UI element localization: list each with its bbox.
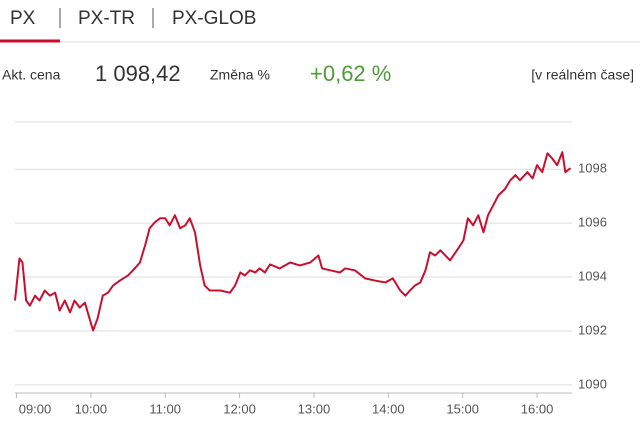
tab[interactable]: PX-TR — [78, 8, 135, 29]
x-tick-label: 10:00 — [75, 401, 108, 416]
x-tick-label: 09:00 — [19, 401, 52, 416]
y-tick-label: 1098 — [578, 161, 607, 176]
y-tick-label: 1096 — [578, 215, 607, 230]
price: 1 098,42 — [95, 61, 181, 86]
y-tick-label: 1090 — [578, 376, 607, 391]
change-label: Změna % — [210, 67, 270, 83]
x-tick-label: 15:00 — [446, 401, 479, 416]
tab[interactable]: PX — [10, 8, 36, 29]
price-line — [14, 151, 572, 332]
x-tick-label: 14:00 — [372, 401, 405, 416]
price-label: Akt. cena — [2, 67, 61, 83]
x-tick-label: 13:00 — [298, 401, 331, 416]
x-tick-label: 12:00 — [223, 401, 256, 416]
y-tick-label: 1092 — [578, 322, 607, 337]
realtime-note: [v reálném čase] — [531, 67, 634, 83]
tab[interactable]: PX-GLOB — [172, 8, 256, 29]
change: +0,62 % — [310, 61, 391, 86]
y-tick-label: 1094 — [578, 268, 607, 283]
x-tick-label: 16:00 — [521, 401, 554, 416]
x-tick-label: 11:00 — [149, 401, 181, 416]
